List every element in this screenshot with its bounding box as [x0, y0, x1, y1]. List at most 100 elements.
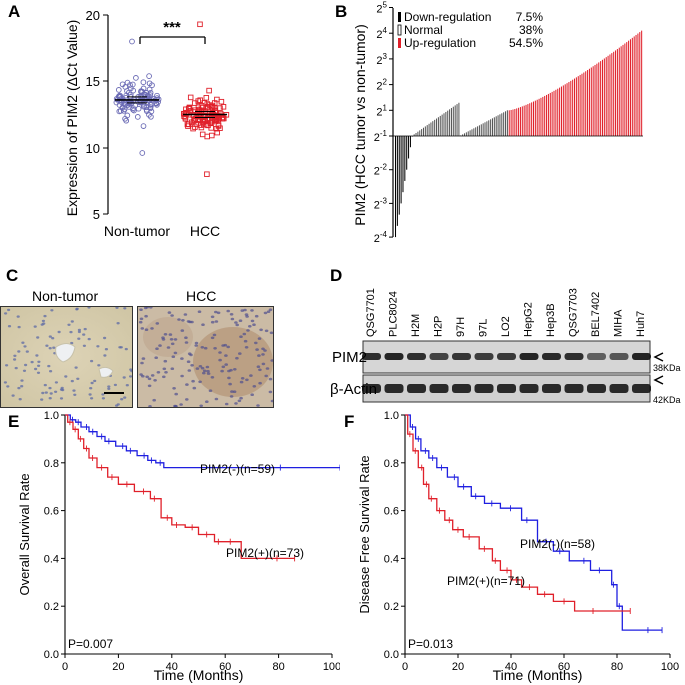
- bar: [622, 44, 624, 136]
- nucleus: [5, 364, 9, 367]
- nucleus: [179, 403, 183, 406]
- nucleus: [162, 367, 167, 371]
- nucleus: [208, 389, 213, 392]
- data-point: [146, 86, 153, 93]
- data-point: [120, 107, 127, 114]
- ytick-label: 0.8: [384, 458, 399, 470]
- nucleus: [20, 379, 24, 382]
- nucleus: [166, 346, 171, 349]
- bar: [506, 110, 508, 136]
- data-point: [135, 105, 142, 112]
- ytick-label: 0.8: [44, 458, 59, 470]
- nucleus: [167, 311, 172, 314]
- panel-b-yticks: 25 24 23 22 21 2-1 2-2 2-3 2-4: [374, 1, 393, 245]
- nucleus: [250, 319, 255, 323]
- nucleus: [147, 377, 152, 381]
- nucleus: [230, 390, 234, 393]
- data-point: [148, 108, 155, 115]
- nucleus: [156, 371, 161, 374]
- nucleus: [72, 389, 76, 392]
- nucleus: [54, 390, 58, 393]
- data-point: [140, 123, 147, 129]
- bar: [454, 105, 456, 136]
- bar: [568, 82, 570, 136]
- bar: [510, 109, 512, 136]
- bar: [570, 80, 572, 136]
- micrograph-nontumor: [0, 306, 133, 408]
- nucleus: [36, 371, 41, 374]
- nucleus: [173, 404, 177, 407]
- km-label-0: PIM2(-)(n=58): [520, 537, 595, 551]
- xtick-label: 80: [611, 661, 623, 673]
- bar: [633, 36, 635, 136]
- nucleus: [216, 311, 221, 315]
- bar: [406, 136, 408, 170]
- data-point: [197, 21, 203, 28]
- lane-label: 97L: [478, 319, 490, 337]
- bar: [523, 105, 525, 136]
- ytick-label: 2-1: [374, 129, 388, 144]
- data-point: [195, 104, 202, 110]
- nucleus: [235, 323, 239, 327]
- panel-letter-b: B: [335, 2, 348, 21]
- nucleus: [229, 368, 233, 372]
- nucleus: [229, 313, 234, 316]
- blot-band: [497, 353, 516, 360]
- nucleus: [200, 346, 205, 349]
- nucleus: [88, 393, 92, 396]
- nucleus: [33, 325, 37, 328]
- bar: [566, 83, 568, 136]
- bar: [469, 130, 471, 136]
- blot-band: [609, 384, 629, 393]
- micrograph-hcc: [137, 306, 274, 408]
- nucleus: [252, 323, 256, 326]
- bar: [495, 116, 497, 136]
- bar: [395, 136, 397, 238]
- legend-swatch-down: [398, 12, 401, 22]
- panel-a-ytick-15: 15: [86, 74, 100, 89]
- bar: [628, 40, 630, 136]
- xtick-label: 100: [323, 661, 340, 673]
- nucleus: [258, 368, 262, 372]
- panel-a-significance: ***: [163, 19, 181, 36]
- nucleus: [173, 351, 178, 355]
- nucleus: [101, 397, 105, 400]
- data-point: [209, 104, 216, 110]
- nucleus: [202, 371, 206, 375]
- panel-b-bar-chart: PIM2 (HCC tumor vs non-tumor) 25 24 23 22 21…: [352, 1, 643, 245]
- bar: [525, 104, 527, 136]
- bar: [417, 131, 419, 136]
- panel-c-label-hcc: HCC: [186, 288, 217, 304]
- nucleus: [190, 320, 194, 324]
- nucleus: [177, 318, 181, 321]
- nucleus: [35, 354, 39, 357]
- nucleus: [187, 352, 192, 355]
- data-point: [140, 85, 147, 92]
- data-point: [209, 132, 215, 139]
- nucleus: [197, 310, 202, 313]
- data-point: [134, 114, 141, 120]
- nucleus: [268, 377, 273, 381]
- nucleus: [154, 356, 158, 359]
- bar: [553, 90, 555, 136]
- nucleus: [22, 369, 27, 372]
- nucleus: [246, 329, 250, 332]
- blot-band: [564, 384, 584, 393]
- legend-value-down: 7.5%: [516, 10, 544, 24]
- blot-band: [519, 353, 539, 360]
- ytick-label: 21: [376, 103, 387, 118]
- nucleus: [170, 367, 175, 370]
- nucleus: [51, 337, 55, 340]
- panel-a-ytick-10: 10: [86, 141, 100, 156]
- bar: [437, 117, 439, 136]
- bar: [575, 77, 577, 136]
- bar: [631, 37, 633, 136]
- nucleus: [139, 308, 143, 311]
- panel-a-ytick-20: 20: [86, 8, 100, 23]
- data-point: [147, 105, 154, 112]
- xtick-label: 100: [661, 661, 679, 673]
- nucleus: [238, 319, 243, 322]
- nucleus: [224, 363, 228, 366]
- bar: [607, 55, 609, 136]
- bar: [542, 96, 544, 136]
